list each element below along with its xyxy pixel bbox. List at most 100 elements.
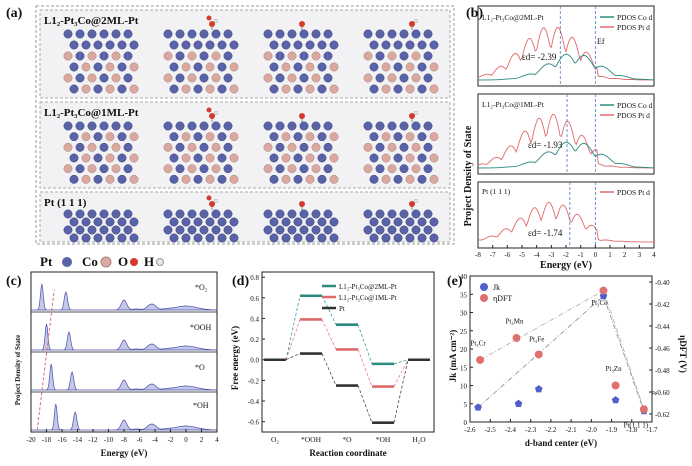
atom [369, 174, 379, 184]
panel-e-tag: (e) [447, 274, 463, 289]
y-tick-label-right: -0.44 [655, 323, 670, 331]
atom [217, 40, 227, 50]
atom [199, 51, 209, 61]
atom [99, 51, 109, 61]
atom [293, 62, 303, 72]
atom [381, 62, 391, 72]
atom [63, 209, 73, 219]
atom [87, 121, 97, 131]
atom [423, 73, 433, 83]
atom [63, 73, 73, 83]
atom [229, 174, 239, 184]
atom [169, 84, 179, 94]
y-tick-label: 10 [460, 383, 468, 391]
atom [275, 121, 285, 131]
y-tick-label: 5 [464, 401, 468, 409]
o-atom-icon [130, 258, 138, 266]
atom [193, 62, 203, 72]
legend-jk-label: Jk [493, 283, 500, 292]
dos-curve [31, 363, 218, 391]
atom [117, 217, 127, 227]
atom [381, 174, 391, 184]
atom [81, 132, 91, 142]
atom [211, 209, 221, 219]
atom [281, 132, 291, 142]
atom [81, 84, 91, 94]
atom [69, 62, 79, 72]
x-tick-label: -4 [534, 251, 540, 259]
atom [275, 73, 285, 83]
panel-d-xticks: O₂ *OOH *O *OH H₂O [271, 435, 426, 444]
atom [81, 40, 91, 50]
atom [105, 62, 115, 72]
atom [363, 225, 373, 235]
atom [305, 217, 315, 227]
x-tick-label: 4 [215, 436, 219, 444]
atom [417, 233, 427, 243]
step-connector [285, 353, 301, 361]
atom [305, 132, 315, 142]
atom [217, 132, 227, 142]
atom [75, 164, 85, 174]
atom [75, 209, 85, 219]
row-label-1: L1₂-Pt₃Co@2ML-Pt [44, 15, 139, 27]
x-tick-label: -5 [519, 251, 525, 259]
pdos-2-legend-co: PDOS Co d [617, 101, 653, 110]
panel-a: (a) L1₂-Pt₃Co@2ML-Pt L1₂-Pt₃Co@1ML-Pt Pt… [6, 5, 455, 269]
atom [211, 142, 221, 152]
atom [293, 174, 303, 184]
atom [129, 40, 139, 50]
atom [305, 84, 315, 94]
atom [305, 153, 315, 163]
step-connector [285, 295, 301, 360]
step-connector [357, 349, 373, 387]
atom [293, 40, 303, 50]
atom [117, 153, 127, 163]
atom [229, 217, 239, 227]
atom [393, 217, 403, 227]
pdos-2-label: L1₂-Pt₃Co@1ML-Pt [482, 100, 545, 109]
x-tick-label: 0 [184, 436, 188, 444]
atom [217, 153, 227, 163]
atom [399, 121, 409, 131]
atom [211, 29, 221, 39]
eta-marker [534, 350, 543, 359]
atom [187, 51, 197, 61]
atom [169, 40, 179, 50]
h-atom-icon [156, 258, 164, 266]
atom [287, 164, 297, 174]
step-connector [285, 319, 301, 360]
atom [69, 233, 79, 243]
atom [311, 209, 321, 219]
atom [93, 40, 103, 50]
atom [263, 51, 273, 61]
atom [163, 51, 173, 61]
atom [387, 73, 397, 83]
y-tick-label: 20 [460, 346, 468, 354]
atom [193, 233, 203, 243]
atom [399, 29, 409, 39]
atom [105, 233, 115, 243]
panel-b-xlabel: Energy (eV) [540, 260, 592, 271]
atom [381, 132, 391, 142]
atom [181, 132, 191, 142]
atom [423, 51, 433, 61]
atom [129, 84, 139, 94]
y-tick-label: 0 [464, 419, 468, 427]
atom [181, 153, 191, 163]
pdos-pt-curve [477, 201, 655, 243]
atom [305, 40, 315, 50]
atom [193, 217, 203, 227]
step-connector [321, 295, 337, 325]
atom [305, 174, 315, 184]
atom [411, 29, 421, 39]
atom [275, 209, 285, 219]
atom [223, 51, 233, 61]
panel-d: (d) Free energy (eV) 0.8 0.6 0.4 0.2 0.0 -0.2… [230, 271, 435, 458]
atom [217, 217, 227, 227]
jk-marker [535, 385, 543, 393]
oxygen-atom [409, 113, 415, 119]
atom [387, 209, 397, 219]
point-label: Pt₃Co [591, 299, 608, 307]
hydrogen-atom [413, 18, 419, 24]
